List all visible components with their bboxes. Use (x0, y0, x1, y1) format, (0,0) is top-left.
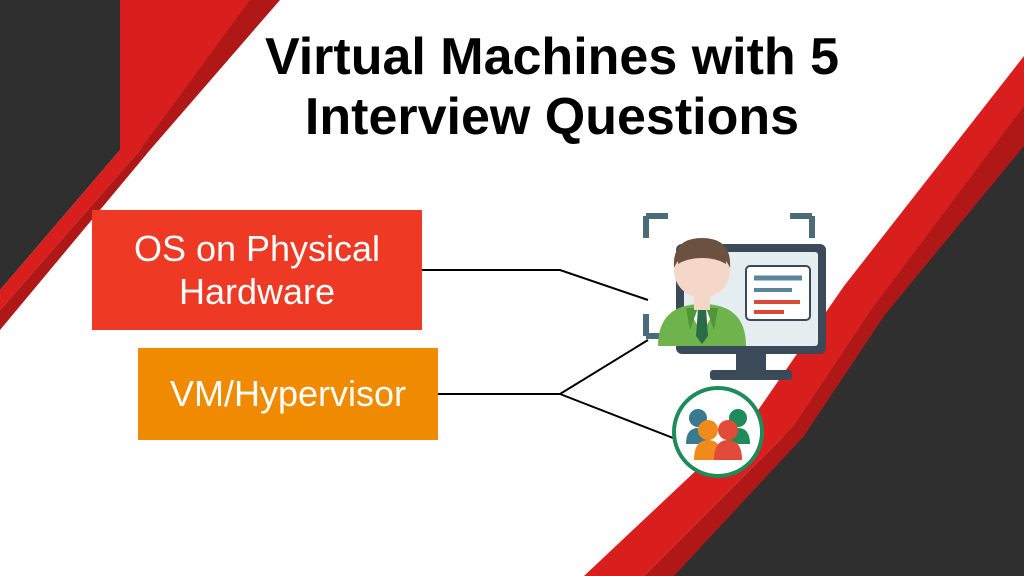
connector-lines (0, 0, 1024, 576)
people-group-icon (668, 382, 768, 482)
monitor-interview-icon (628, 208, 848, 408)
